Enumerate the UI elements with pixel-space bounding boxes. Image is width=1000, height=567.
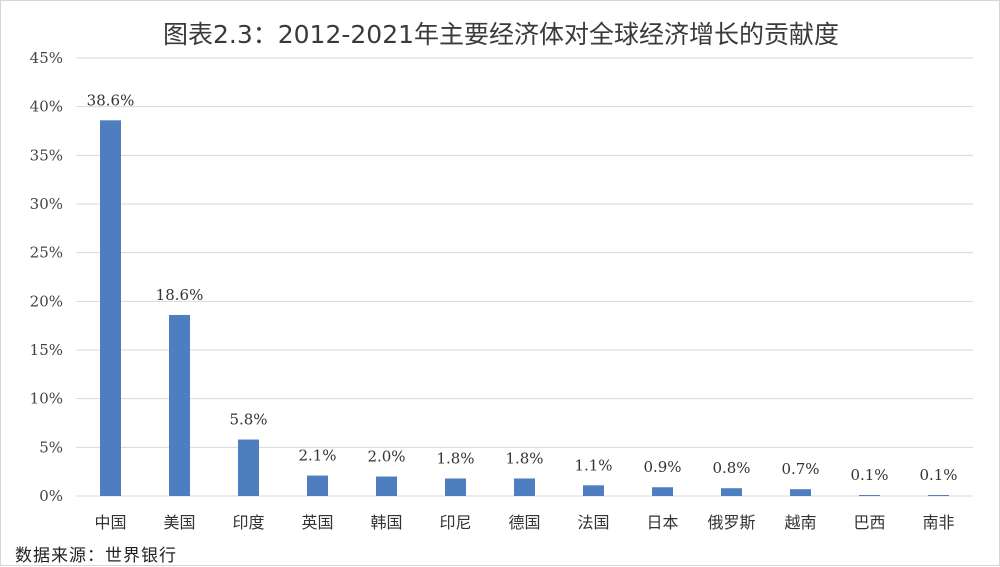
data-label: 0.7% xyxy=(781,460,819,478)
data-label: 0.8% xyxy=(712,459,750,477)
bar xyxy=(721,488,742,496)
y-axis-ticks: 0% 5% 10% 15% 20% 25% 30% 35% 40% 45% xyxy=(30,49,63,505)
y-tick-label: 30% xyxy=(30,195,63,213)
category-label: 中国 xyxy=(94,513,126,532)
data-label: 0.1% xyxy=(919,466,957,484)
y-tick-label: 10% xyxy=(30,390,63,408)
data-label: 0.1% xyxy=(850,466,888,484)
category-label: 美国 xyxy=(163,513,195,532)
source-note: 数据来源：世界银行 xyxy=(15,546,177,566)
data-label: 5.8% xyxy=(229,411,267,429)
y-tick-label: 25% xyxy=(30,244,63,262)
x-axis-categories: 中国 美国 印度 英国 韩国 印尼 德国 法国 日本 俄罗斯 越南 巴西 南非 xyxy=(94,513,954,532)
bar xyxy=(376,476,397,496)
bar xyxy=(514,478,535,496)
bar xyxy=(100,120,121,496)
y-tick-label: 15% xyxy=(30,341,63,359)
category-label: 俄罗斯 xyxy=(707,513,755,532)
bar xyxy=(307,475,328,496)
bar xyxy=(790,489,811,496)
y-tick-label: 0% xyxy=(39,487,63,505)
category-label: 印尼 xyxy=(439,513,471,532)
data-labels: 38.6% 18.6% 5.8% 2.1% 2.0% 1.8% 1.8% 1.1% 0.9% 0.… xyxy=(87,91,958,484)
bar xyxy=(169,314,190,496)
category-label: 韩国 xyxy=(370,513,402,532)
category-label: 法国 xyxy=(577,513,609,532)
gridlines xyxy=(76,57,973,497)
data-label: 2.0% xyxy=(367,448,405,466)
bar xyxy=(652,487,673,496)
data-label: 2.1% xyxy=(298,447,336,465)
y-tick-label: 45% xyxy=(30,49,63,67)
data-label: 38.6% xyxy=(87,91,135,109)
data-label: 1.8% xyxy=(505,449,543,467)
data-label: 18.6% xyxy=(156,286,204,304)
y-tick-label: 35% xyxy=(30,146,63,164)
category-label: 越南 xyxy=(784,513,816,532)
category-label: 南非 xyxy=(922,513,954,532)
category-label: 印度 xyxy=(232,513,264,532)
bar xyxy=(928,495,949,496)
data-label: 0.9% xyxy=(643,458,681,476)
y-tick-label: 20% xyxy=(30,292,63,310)
bar xyxy=(859,495,880,496)
category-label: 英国 xyxy=(301,513,333,532)
data-label: 1.8% xyxy=(436,449,474,467)
bar xyxy=(238,439,259,496)
bar xyxy=(583,485,604,496)
category-label: 日本 xyxy=(646,513,678,532)
data-label: 1.1% xyxy=(574,456,612,474)
category-label: 德国 xyxy=(508,513,540,532)
bar xyxy=(445,478,466,496)
bars xyxy=(100,120,949,496)
y-tick-label: 40% xyxy=(30,98,63,116)
chart-title: 图表2.3：2012-2021年主要经济体对全球经济增长的贡献度 xyxy=(162,20,840,49)
y-tick-label: 5% xyxy=(39,438,63,456)
category-label: 巴西 xyxy=(853,513,885,532)
